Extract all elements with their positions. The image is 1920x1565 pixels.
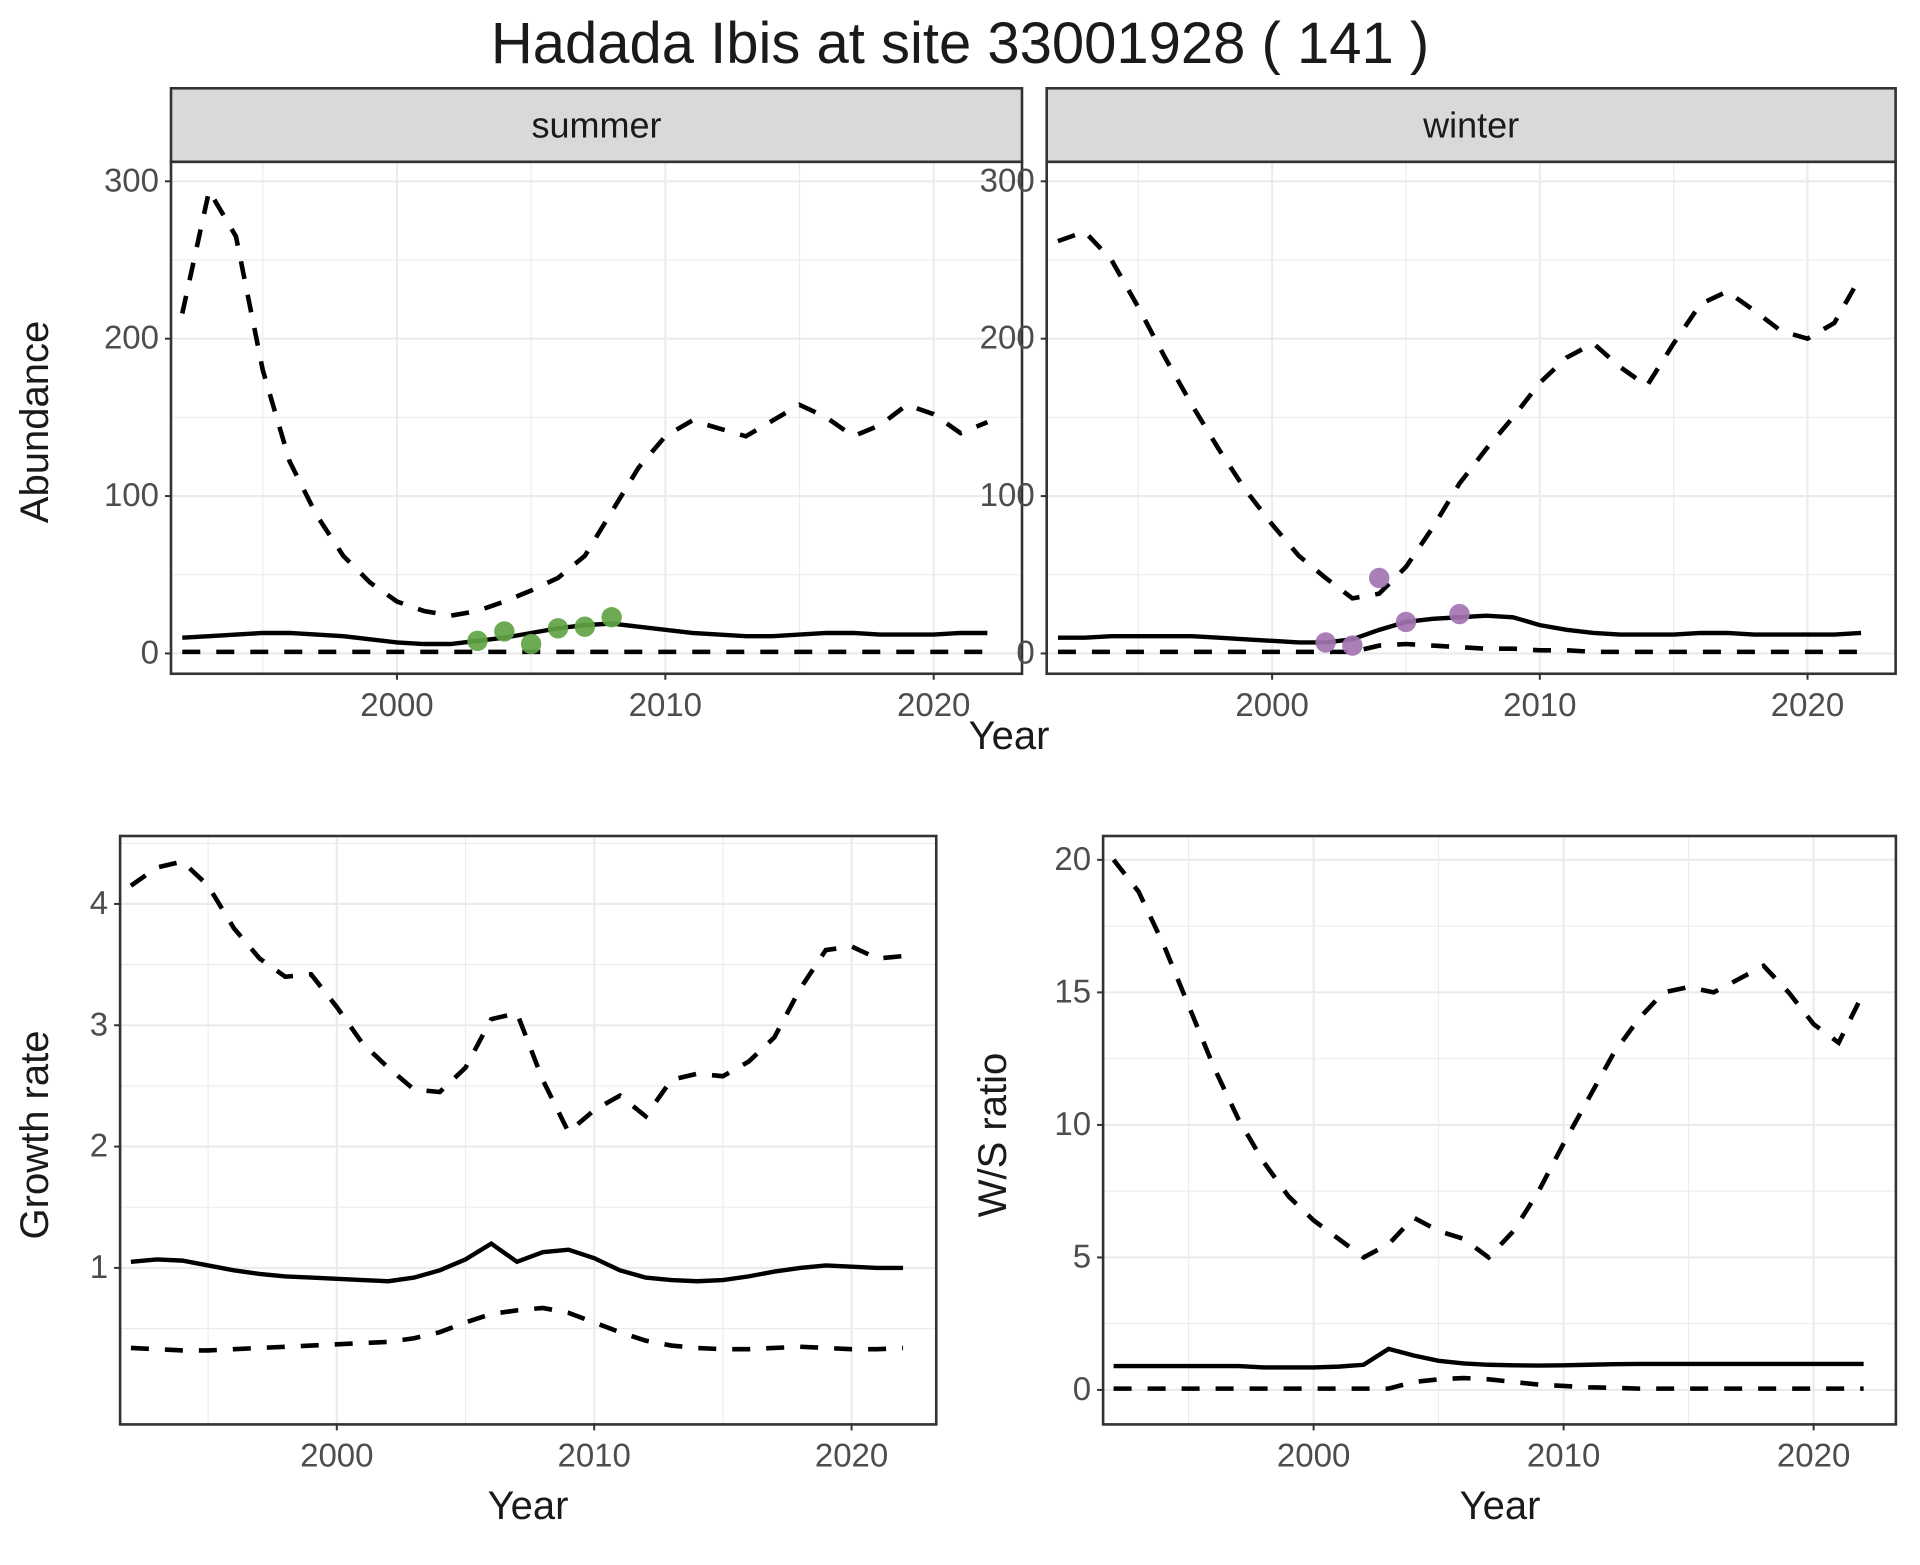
svg-text:2020: 2020 xyxy=(815,1436,888,1473)
svg-text:100: 100 xyxy=(104,476,159,513)
svg-text:4: 4 xyxy=(90,884,108,921)
svg-text:2010: 2010 xyxy=(557,1436,630,1473)
svg-text:20: 20 xyxy=(1054,840,1091,877)
svg-text:0: 0 xyxy=(141,633,159,670)
svg-text:Year: Year xyxy=(1460,1484,1541,1528)
svg-text:2000: 2000 xyxy=(300,1436,373,1473)
svg-text:Year: Year xyxy=(488,1484,569,1528)
svg-text:10: 10 xyxy=(1054,1105,1091,1142)
svg-text:2000: 2000 xyxy=(360,686,433,723)
svg-text:Abundance: Abundance xyxy=(13,321,57,523)
svg-text:100: 100 xyxy=(980,476,1035,513)
svg-text:0: 0 xyxy=(1016,633,1034,670)
svg-text:200: 200 xyxy=(104,319,159,356)
svg-text:2010: 2010 xyxy=(1527,1436,1600,1473)
svg-text:1: 1 xyxy=(90,1248,108,1285)
svg-text:5: 5 xyxy=(1073,1237,1091,1274)
svg-text:3: 3 xyxy=(90,1005,108,1042)
svg-text:300: 300 xyxy=(980,161,1035,198)
svg-text:15: 15 xyxy=(1054,972,1091,1009)
svg-text:W/S ratio: W/S ratio xyxy=(971,1053,1015,1217)
svg-text:Year: Year xyxy=(969,714,1050,758)
svg-text:winter: winter xyxy=(1422,104,1519,145)
svg-text:2: 2 xyxy=(90,1127,108,1164)
svg-text:2000: 2000 xyxy=(1277,1436,1350,1473)
svg-text:summer: summer xyxy=(531,104,661,145)
svg-text:2020: 2020 xyxy=(1777,1436,1850,1473)
svg-text:2020: 2020 xyxy=(1771,686,1844,723)
svg-text:200: 200 xyxy=(980,319,1035,356)
svg-text:2000: 2000 xyxy=(1235,686,1308,723)
svg-text:0: 0 xyxy=(1073,1370,1091,1407)
svg-text:2010: 2010 xyxy=(629,686,702,723)
svg-text:Growth rate: Growth rate xyxy=(13,1031,57,1240)
svg-text:300: 300 xyxy=(104,161,159,198)
svg-text:2010: 2010 xyxy=(1503,686,1576,723)
svg-text:2020: 2020 xyxy=(897,686,970,723)
